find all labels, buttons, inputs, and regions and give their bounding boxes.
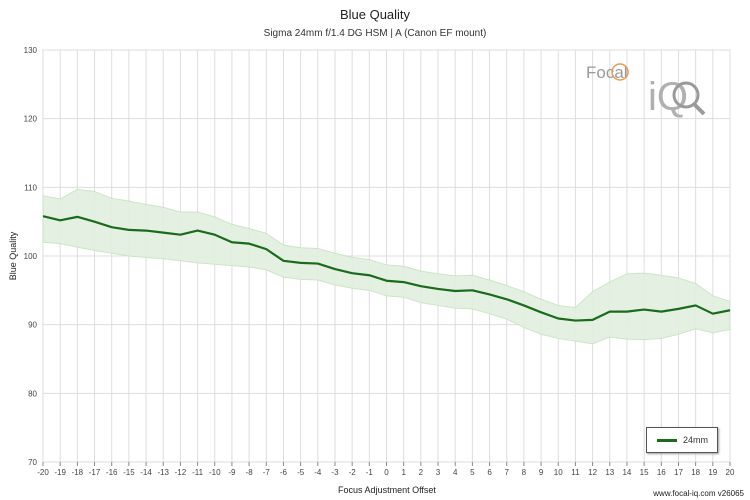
x-tick-label: -13 [157,468,169,477]
x-tick-label: -6 [280,468,288,477]
x-tick-label: -2 [349,468,357,477]
logo-graphic: Focal iQ [586,63,706,118]
x-tick-label: 14 [622,468,631,477]
x-tick-label: 16 [657,468,666,477]
x-tick-label: 20 [726,468,735,477]
y-tick-label: 80 [28,389,37,398]
x-tick-label: 7 [504,468,509,477]
magnifier-handle [692,102,706,116]
x-tick-label: 9 [539,468,544,477]
watermark: www.focal-iq.com v26065 [653,489,744,498]
x-tick-label: 17 [674,468,683,477]
x-tick-label: -9 [228,468,236,477]
x-tick-label: 12 [588,468,597,477]
x-tick-label: -7 [263,468,271,477]
y-tick-label: 100 [24,252,38,261]
x-tick-labels: -20 -19 -18 -17 -16 -15 -14 -13 -12 -11 -10 -9 -8 -7-… [37,462,735,477]
x-tick-label: -14 [140,468,152,477]
x-tick-label: -18 [72,468,84,477]
x-tick-label: 3 [436,468,441,477]
y-tick-label: 110 [24,183,37,192]
x-tick-label: 6 [487,468,492,477]
x-tick-label: 5 [470,468,475,477]
series-lines [42,215,731,322]
x-tick-label: -5 [297,468,305,477]
x-tick-label: -4 [314,468,322,477]
x-tick-label: -1 [366,468,374,477]
x-tick-label: 15 [640,468,649,477]
x-tick-label: 19 [708,468,717,477]
x-axis-label: Focus Adjustment Offset [338,485,436,495]
series-line [42,215,731,322]
y-tick-labels: 70 80 90 100 110 120 130 [24,46,38,467]
x-tick-label: 13 [605,468,614,477]
y-tick-label: 90 [28,321,37,330]
x-tick-label: -11 [192,468,204,477]
x-tick-label: 10 [554,468,563,477]
x-tick-label: 1 [401,468,406,477]
x-tick-label: -12 [175,468,187,477]
chart-subtitle: Sigma 24mm f/1.4 DG HSM | A (Canon EF mo… [263,28,487,39]
logo-focal-text: Focal [586,63,628,82]
x-tick-label: -8 [246,468,254,477]
x-tick-label: 8 [522,468,527,477]
logo-ring [611,63,629,81]
legend: 24mm [646,427,718,453]
magnifier-icon [672,81,700,109]
x-tick-label: -3 [331,468,339,477]
legend-swatch [657,438,677,442]
x-tick-label: 4 [453,468,458,477]
legend-label: 24mm [683,435,709,445]
x-tick-label: -17 [89,468,101,477]
x-tick-label: 2 [419,468,424,477]
focal-iq-logo: Focal iQ [584,58,714,118]
confidence-band [42,188,731,345]
x-tick-label: 11 [571,468,580,477]
x-tick-label: -15 [123,468,135,477]
x-tick-label: -16 [106,468,118,477]
y-tick-label: 120 [24,115,38,124]
x-tick-label: -10 [209,468,221,477]
x-tick-label: 18 [691,468,700,477]
x-tick-label: -19 [54,468,66,477]
x-tick-label: -20 [37,468,49,477]
chart-title: Blue Quality [339,7,411,22]
logo-iq-text: iQ [648,75,688,118]
y-axis-label: Blue Quality [8,231,18,280]
y-tick-label: 70 [28,458,37,467]
band-area [42,188,731,345]
x-tick-label: 0 [384,468,389,477]
y-tick-label: 130 [24,46,38,55]
